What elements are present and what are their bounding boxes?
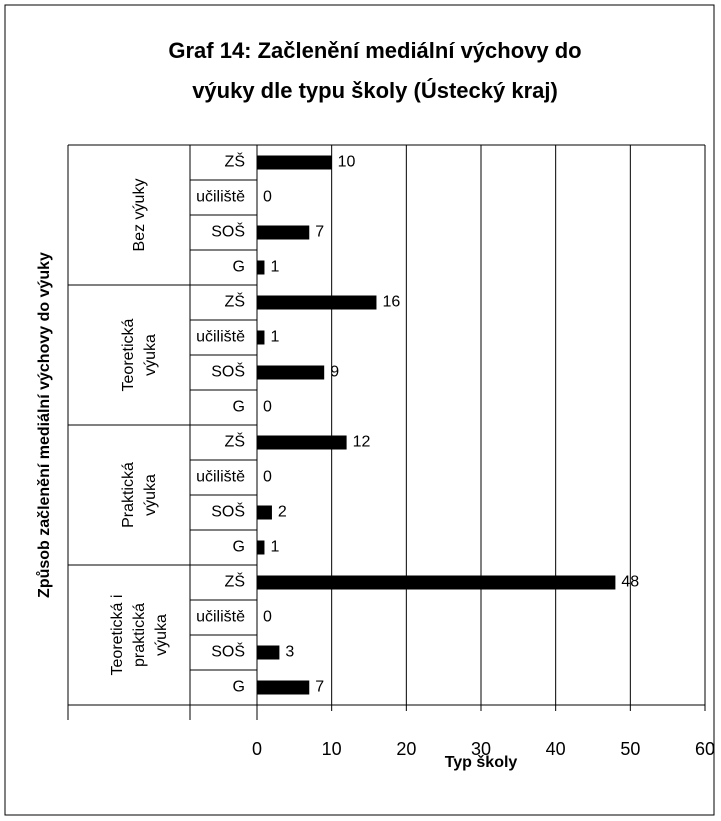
bar (257, 365, 325, 380)
bar (257, 330, 265, 345)
y-tick-label: ZŠ (225, 572, 245, 591)
data-label: 1 (270, 329, 279, 346)
y-tick-label: ZŠ (225, 292, 245, 311)
data-label: 7 (315, 679, 324, 696)
x-axis-title: Typ školy (445, 754, 518, 771)
chart-title: výuky dle typu školy (Ústecký kraj) (192, 78, 558, 103)
y-tick-label: ZŠ (225, 152, 245, 171)
y-tick-label: G (233, 679, 245, 696)
bar (257, 645, 280, 660)
group-label: Teoretická (120, 318, 137, 391)
y-tick-label: G (233, 259, 245, 276)
data-label: 9 (330, 364, 339, 381)
y-tick-label: ZŠ (225, 432, 245, 451)
y-tick-label: SOŠ (211, 362, 245, 381)
chart-border (4, 4, 715, 816)
y-tick-label: SOŠ (211, 222, 245, 241)
x-tick-label: 0 (252, 739, 262, 759)
chart-title: Graf 14: Začlenění mediální výchovy do (168, 38, 581, 63)
data-label: 0 (263, 469, 272, 486)
bar (257, 575, 616, 590)
x-tick-label: 10 (322, 739, 342, 759)
y-tick-label: G (233, 399, 245, 416)
group-label: Bez výuky (131, 179, 148, 252)
group-label: Praktická (120, 462, 137, 528)
data-label: 1 (270, 539, 279, 556)
group-label: výuka (153, 614, 170, 656)
x-tick-label: 40 (546, 739, 566, 759)
data-label: 0 (263, 609, 272, 626)
x-tick-label: 60 (695, 739, 715, 759)
data-label: 16 (382, 294, 400, 311)
y-tick-label: SOŠ (211, 642, 245, 661)
group-label: výuka (142, 334, 159, 376)
group-label: výuka (142, 474, 159, 516)
x-tick-label: 20 (396, 739, 416, 759)
y-tick-label: SOŠ (211, 502, 245, 521)
x-tick-label: 30 (471, 739, 491, 759)
data-label: 0 (263, 399, 272, 416)
bar (257, 505, 272, 520)
group-label: praktická (131, 603, 148, 667)
bar (257, 295, 377, 310)
bar (257, 435, 347, 450)
group-label: Teoretická i (109, 595, 126, 676)
data-label: 7 (315, 224, 324, 241)
bar (257, 225, 310, 240)
y-tick-label: učiliště (196, 609, 245, 626)
bar (257, 155, 332, 170)
y-tick-label: učiliště (196, 469, 245, 486)
data-label: 1 (270, 259, 279, 276)
y-axis-title: Způsob začlenění mediální výchovy do výu… (36, 252, 53, 598)
y-tick-label: učiliště (196, 329, 245, 346)
data-label: 2 (278, 504, 287, 521)
bar (257, 540, 265, 555)
data-label: 12 (353, 434, 371, 451)
data-label: 10 (338, 154, 356, 171)
bar (257, 680, 310, 695)
y-tick-label: G (233, 539, 245, 556)
data-label: 0 (263, 189, 272, 206)
y-tick-label: učiliště (196, 189, 245, 206)
x-tick-label: 50 (620, 739, 640, 759)
data-label: 3 (285, 644, 294, 661)
data-label: 48 (621, 574, 639, 591)
bar (257, 260, 265, 275)
